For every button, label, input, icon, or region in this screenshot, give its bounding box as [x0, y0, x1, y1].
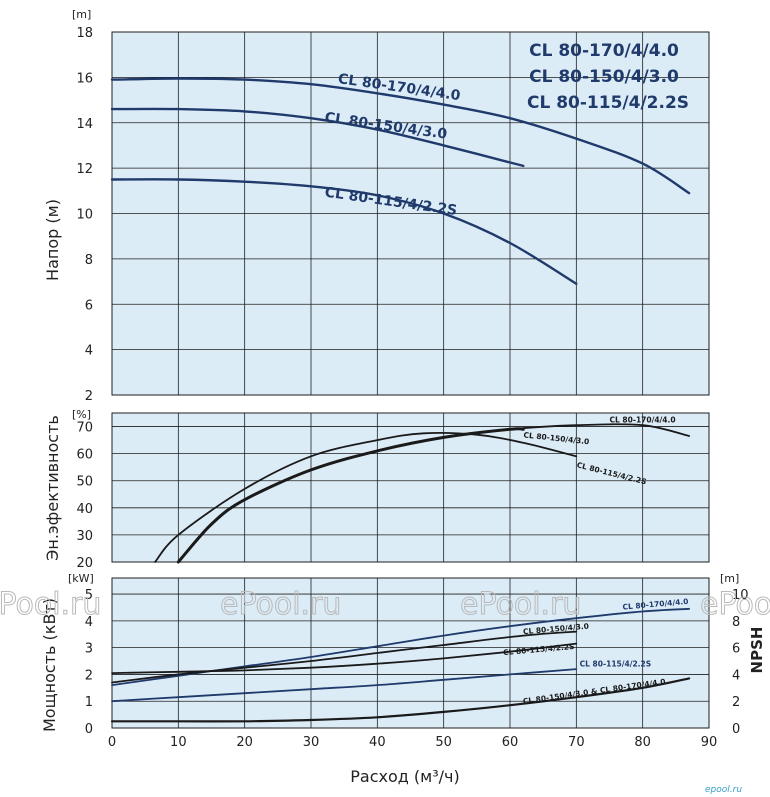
grid-lines — [111, 31, 710, 729]
x-tick-label: 40 — [369, 735, 386, 750]
curve-line — [111, 668, 578, 703]
legend-item-3: CL 80-115/4/2.2S — [527, 93, 689, 113]
curve-label: CL 80-115/4/2.2S — [580, 659, 651, 668]
tick-labels: 2468101214161820304050607001234502468100… — [76, 26, 748, 750]
power-unit: [kW] — [68, 572, 94, 585]
legend-item-1: CL 80-170/4/4.0 — [529, 41, 679, 61]
axis-text: [m] Напор (м) [%] Эн.эфективность [kW] М… — [40, 8, 766, 795]
y-tick-label: 6 — [85, 298, 93, 313]
y-tick-label: 50 — [76, 475, 93, 490]
x-tick-label: 30 — [303, 735, 320, 750]
x-tick-label: 80 — [634, 735, 651, 750]
curve-line — [110, 677, 691, 723]
curve-label: CL 80-170/4/4.0 — [610, 415, 676, 424]
curves — [110, 77, 691, 723]
y-right-tick-label: 6 — [732, 642, 740, 657]
y-tick-label: 16 — [76, 71, 93, 86]
y-tick-label: 20 — [76, 556, 93, 571]
x-tick-label: 0 — [108, 735, 116, 750]
x-axis-label: Расход (м³/ч) — [350, 767, 459, 786]
y-tick-label: 5 — [85, 588, 93, 603]
y-tick-label: 70 — [76, 421, 93, 436]
curve-line — [110, 178, 578, 285]
legend-item-2: CL 80-150/4/3.0 — [529, 67, 679, 87]
power-axis-label: Мощность (кВт) — [40, 598, 59, 732]
y-tick-label: 18 — [76, 26, 93, 41]
y-tick-label: 12 — [76, 162, 93, 177]
y-tick-label: 2 — [85, 668, 93, 683]
curve-line — [111, 642, 578, 674]
y-tick-label: 8 — [85, 253, 93, 268]
curve-line — [111, 630, 578, 684]
y-right-tick-label: 4 — [732, 668, 740, 683]
y-tick-label: 60 — [76, 448, 93, 463]
y-tick-label: 4 — [85, 344, 93, 359]
y-tick-label: 1 — [85, 695, 93, 710]
y-tick-label: 30 — [76, 529, 93, 544]
y-tick-label: 0 — [85, 722, 93, 737]
y-tick-label: 4 — [85, 615, 93, 630]
x-tick-label: 70 — [568, 735, 585, 750]
x-tick-label: 10 — [170, 735, 187, 750]
npsh-axis-label: NPSH — [748, 627, 766, 674]
y-right-tick-label: 8 — [732, 615, 740, 630]
curve-line — [110, 77, 691, 195]
y-right-tick-label: 0 — [732, 722, 740, 737]
head-unit: [m] — [72, 8, 91, 21]
y-right-tick-label: 10 — [732, 588, 749, 603]
efficiency-unit: [%] — [72, 408, 91, 421]
x-tick-label: 90 — [701, 735, 718, 750]
y-tick-label: 40 — [76, 502, 93, 517]
watermark-text: ePool.ru — [700, 587, 770, 622]
x-tick-label: 50 — [435, 735, 452, 750]
y-right-tick-label: 2 — [732, 695, 740, 710]
efficiency-axis-label: Эн.эфективность — [43, 415, 62, 561]
watermark-text: ePool.ru — [0, 587, 101, 622]
curve-line — [110, 107, 525, 168]
x-tick-label: 20 — [236, 735, 253, 750]
watermark: ePool.ru ePool.ru ePool.ru ePool.ru — [0, 587, 770, 623]
curve-line — [176, 427, 525, 564]
y-tick-label: 3 — [85, 642, 93, 657]
watermark-text: ePool.ru — [220, 587, 341, 622]
head-axis-label: Напор (м) — [43, 199, 62, 281]
y-tick-label: 14 — [76, 117, 93, 132]
x-tick-label: 60 — [502, 735, 519, 750]
y-tick-label: 10 — [76, 208, 93, 223]
watermark-text: ePool.ru — [460, 587, 581, 622]
curve-line — [154, 432, 578, 563]
panel-background — [111, 577, 710, 729]
y-tick-label: 2 — [85, 389, 93, 404]
npsh-unit: [m] — [720, 572, 739, 585]
panel-background — [111, 412, 710, 563]
epool-logo: epool.ru — [705, 785, 742, 795]
